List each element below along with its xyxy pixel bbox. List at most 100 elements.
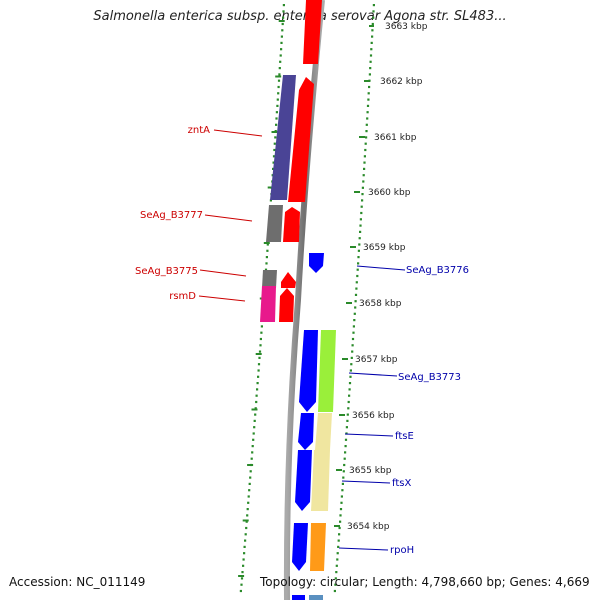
left-ring-dot (254, 413, 257, 416)
left-ring-dot (272, 161, 275, 164)
cog-rsmD[interactable] (260, 286, 276, 322)
right-ring-dot (366, 104, 370, 107)
left-ring-dot (277, 79, 281, 82)
left-ring-dot (279, 60, 282, 63)
cds-SeAg-B3773[interactable] (299, 330, 318, 412)
cog-SeAg-B3775[interactable] (262, 270, 277, 288)
cog-rpoH[interactable] (310, 523, 326, 571)
left-gene-labels: zntA SeAg_B3777 SeAg_B3775 rsmD (135, 125, 263, 302)
right-ring-dot (364, 148, 367, 152)
left-ring-dot (254, 407, 257, 410)
left-ring-dot (266, 249, 269, 252)
right-ring-dot (361, 186, 364, 189)
left-ring-dot (244, 539, 247, 542)
tick-label-3658: 3658 kbp (359, 299, 402, 309)
left-ring-tick (263, 242, 270, 244)
cog-SeAg-B3777[interactable] (266, 205, 283, 242)
cog-zntA[interactable] (270, 75, 296, 200)
cds-rsmD[interactable] (279, 288, 294, 322)
right-gene-labels: SeAg_B3776 SeAg_B3773 ftsE ftsX rpoH (338, 265, 469, 556)
right-ring-dot (369, 60, 372, 63)
cds-top-segment[interactable] (303, 0, 322, 64)
left-ring-dot (280, 41, 283, 44)
leader-ftsX (341, 480, 391, 484)
cds-ftsE[interactable] (298, 413, 314, 450)
cds-bottom-segment[interactable] (292, 595, 305, 600)
right-ring-dot (370, 41, 373, 44)
gene-label-rsmD[interactable]: rsmD (169, 291, 196, 302)
cds-rpoH[interactable] (292, 523, 308, 571)
left-ring-dot (266, 243, 269, 246)
right-ring-dot (366, 111, 369, 114)
right-ring-dot (338, 533, 341, 536)
right-ring-dot (361, 193, 364, 196)
left-ring-dot (272, 155, 276, 158)
right-ring-dot (347, 400, 350, 404)
cds-ftsX[interactable] (295, 450, 312, 511)
gene-label-rpoH[interactable]: rpoH (390, 545, 414, 556)
cog-bottom-segment[interactable] (309, 595, 323, 600)
leader-zntA (213, 129, 263, 137)
right-ring-dot (366, 117, 369, 120)
right-ring-dot (351, 344, 354, 347)
right-ring-dot (372, 4, 375, 7)
left-ring-dot (252, 438, 255, 441)
left-ring-dot (272, 167, 275, 170)
right-ring-dot (343, 457, 346, 460)
gene-label-SeAg-B3777[interactable]: SeAg_B3777 (140, 210, 203, 221)
right-ring-dot (359, 230, 362, 233)
left-ring-tick (251, 408, 258, 411)
tick-label-3663: 3663 kbp (385, 22, 428, 32)
right-ring-dot (339, 508, 343, 511)
right-ring-dot (340, 501, 343, 504)
left-ring-dot (242, 558, 245, 561)
leader-SeAg-B3775 (199, 269, 247, 277)
tick-label-3656: 3656 kbp (352, 411, 395, 421)
cog-ftsE[interactable] (315, 413, 332, 450)
right-ring-dot (349, 375, 352, 378)
genome-summary-text: Topology: circular; Length: 4,798,660 bp… (260, 575, 590, 589)
left-ring-tick (247, 464, 254, 466)
gene-label-SeAg-B3773[interactable]: SeAg_B3773 (398, 372, 461, 383)
right-ring-dot (368, 73, 371, 76)
left-ring-dot (274, 136, 277, 139)
left-ring-dot (278, 67, 281, 70)
gene-label-SeAg-B3776[interactable]: SeAg_B3776 (406, 265, 469, 276)
right-ring-dot (367, 92, 370, 95)
cds-SeAg-B3777[interactable] (283, 207, 300, 242)
right-ring-dot (372, 16, 375, 19)
left-ring-dot (247, 495, 250, 498)
left-ring-dot (244, 533, 247, 536)
cds-SeAg-B3776[interactable] (309, 253, 324, 273)
left-ring-dot (277, 92, 280, 95)
left-ring-dot (279, 54, 282, 57)
right-ring-dot (351, 337, 355, 341)
cds-SeAg-B3775[interactable] (281, 272, 296, 288)
right-ring-dot (357, 256, 360, 259)
feature-track (260, 0, 336, 600)
cog-ftsX[interactable] (311, 450, 330, 511)
right-ring-dot (354, 293, 358, 296)
left-ring-dot (240, 577, 244, 580)
right-ring-dot (344, 438, 348, 441)
left-ring-dot (280, 48, 283, 51)
cds-zntA[interactable] (288, 77, 314, 202)
gene-label-zntA[interactable]: zntA (188, 125, 211, 136)
right-ring-dot (344, 451, 347, 454)
left-ring-dot (250, 457, 253, 460)
kbp-ruler: 3663 kbp 3662 kbp 3661 kbp 3660 kbp 3659… (334, 22, 428, 532)
right-ring-dot (342, 476, 345, 479)
gene-label-ftsE[interactable]: ftsE (395, 431, 414, 442)
right-ring-dot (347, 407, 350, 410)
right-ring-dot (339, 514, 342, 517)
right-ring-dot (350, 363, 353, 366)
cog-SeAg-B3773[interactable] (318, 330, 336, 412)
right-ring-dot (345, 432, 348, 435)
right-ring-dot (368, 85, 371, 89)
left-ring-dot (245, 520, 248, 523)
left-ring-dot (264, 268, 268, 271)
right-ring-dot (338, 526, 341, 530)
left-ring-dot (269, 199, 272, 202)
gene-label-ftsX[interactable]: ftsX (392, 478, 411, 489)
gene-label-SeAg-B3775[interactable]: SeAg_B3775 (135, 266, 198, 277)
